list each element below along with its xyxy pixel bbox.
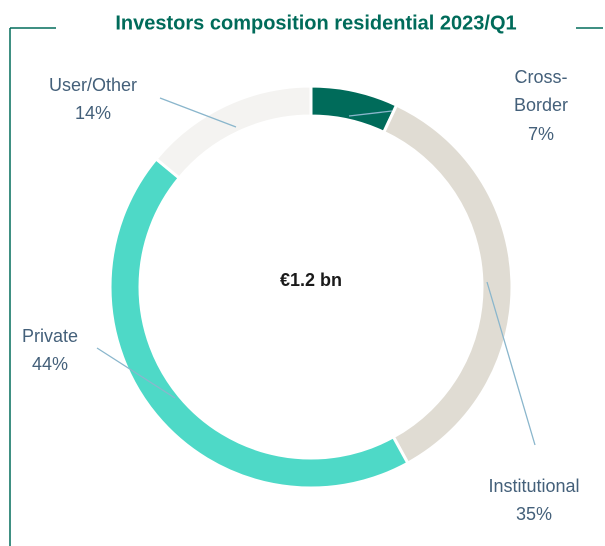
category-label-line: Cross- [515, 67, 568, 87]
leader-line [96, 347, 176, 399]
category-label: User/Other [49, 75, 137, 95]
value-label: 44% [32, 354, 68, 374]
value-label: 35% [516, 504, 552, 524]
donut-segment [309, 84, 399, 135]
category-label: Cross- Border [514, 67, 568, 115]
leader-line [159, 97, 237, 128]
leader-line [348, 110, 393, 117]
donut-segment [108, 156, 410, 490]
center-label: €1.2 bn [280, 270, 342, 290]
category-label: Institutional [488, 476, 579, 496]
chart-title: Investors composition residential 2023/Q… [115, 12, 516, 34]
donut-segment [381, 103, 514, 466]
donut-segment [154, 84, 313, 181]
category-label-line: Border [514, 95, 568, 115]
leader-line [486, 281, 536, 446]
value-label: 7% [528, 124, 554, 144]
category-label: Private [22, 326, 78, 346]
value-label: 14% [75, 103, 111, 123]
